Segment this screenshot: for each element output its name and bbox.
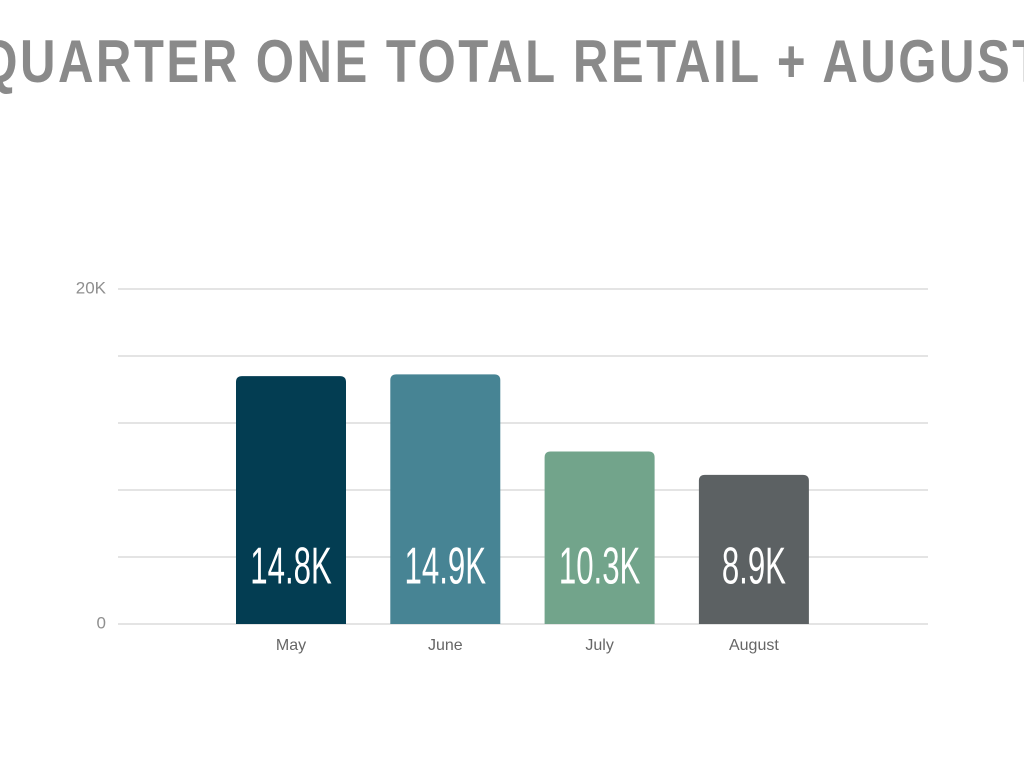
bar <box>544 451 655 624</box>
x-tick-label: June <box>428 637 463 654</box>
value-label: 14.8K <box>250 538 332 596</box>
y-tick-label: 0 <box>97 613 106 632</box>
x-tick-label: July <box>585 637 613 654</box>
bar <box>698 474 809 624</box>
value-label: 8.9K <box>722 538 786 596</box>
bar <box>390 374 501 624</box>
y-tick-label: 20K <box>76 278 107 297</box>
value-label: 14.9K <box>405 538 487 596</box>
x-tick-label: May <box>276 637 306 654</box>
chart-title: QUARTER ONE TOTAL RETAIL + AUGUST <box>0 27 1024 95</box>
bar <box>236 376 346 624</box>
value-label: 10.3K <box>559 538 641 596</box>
x-tick-label: August <box>729 637 779 654</box>
